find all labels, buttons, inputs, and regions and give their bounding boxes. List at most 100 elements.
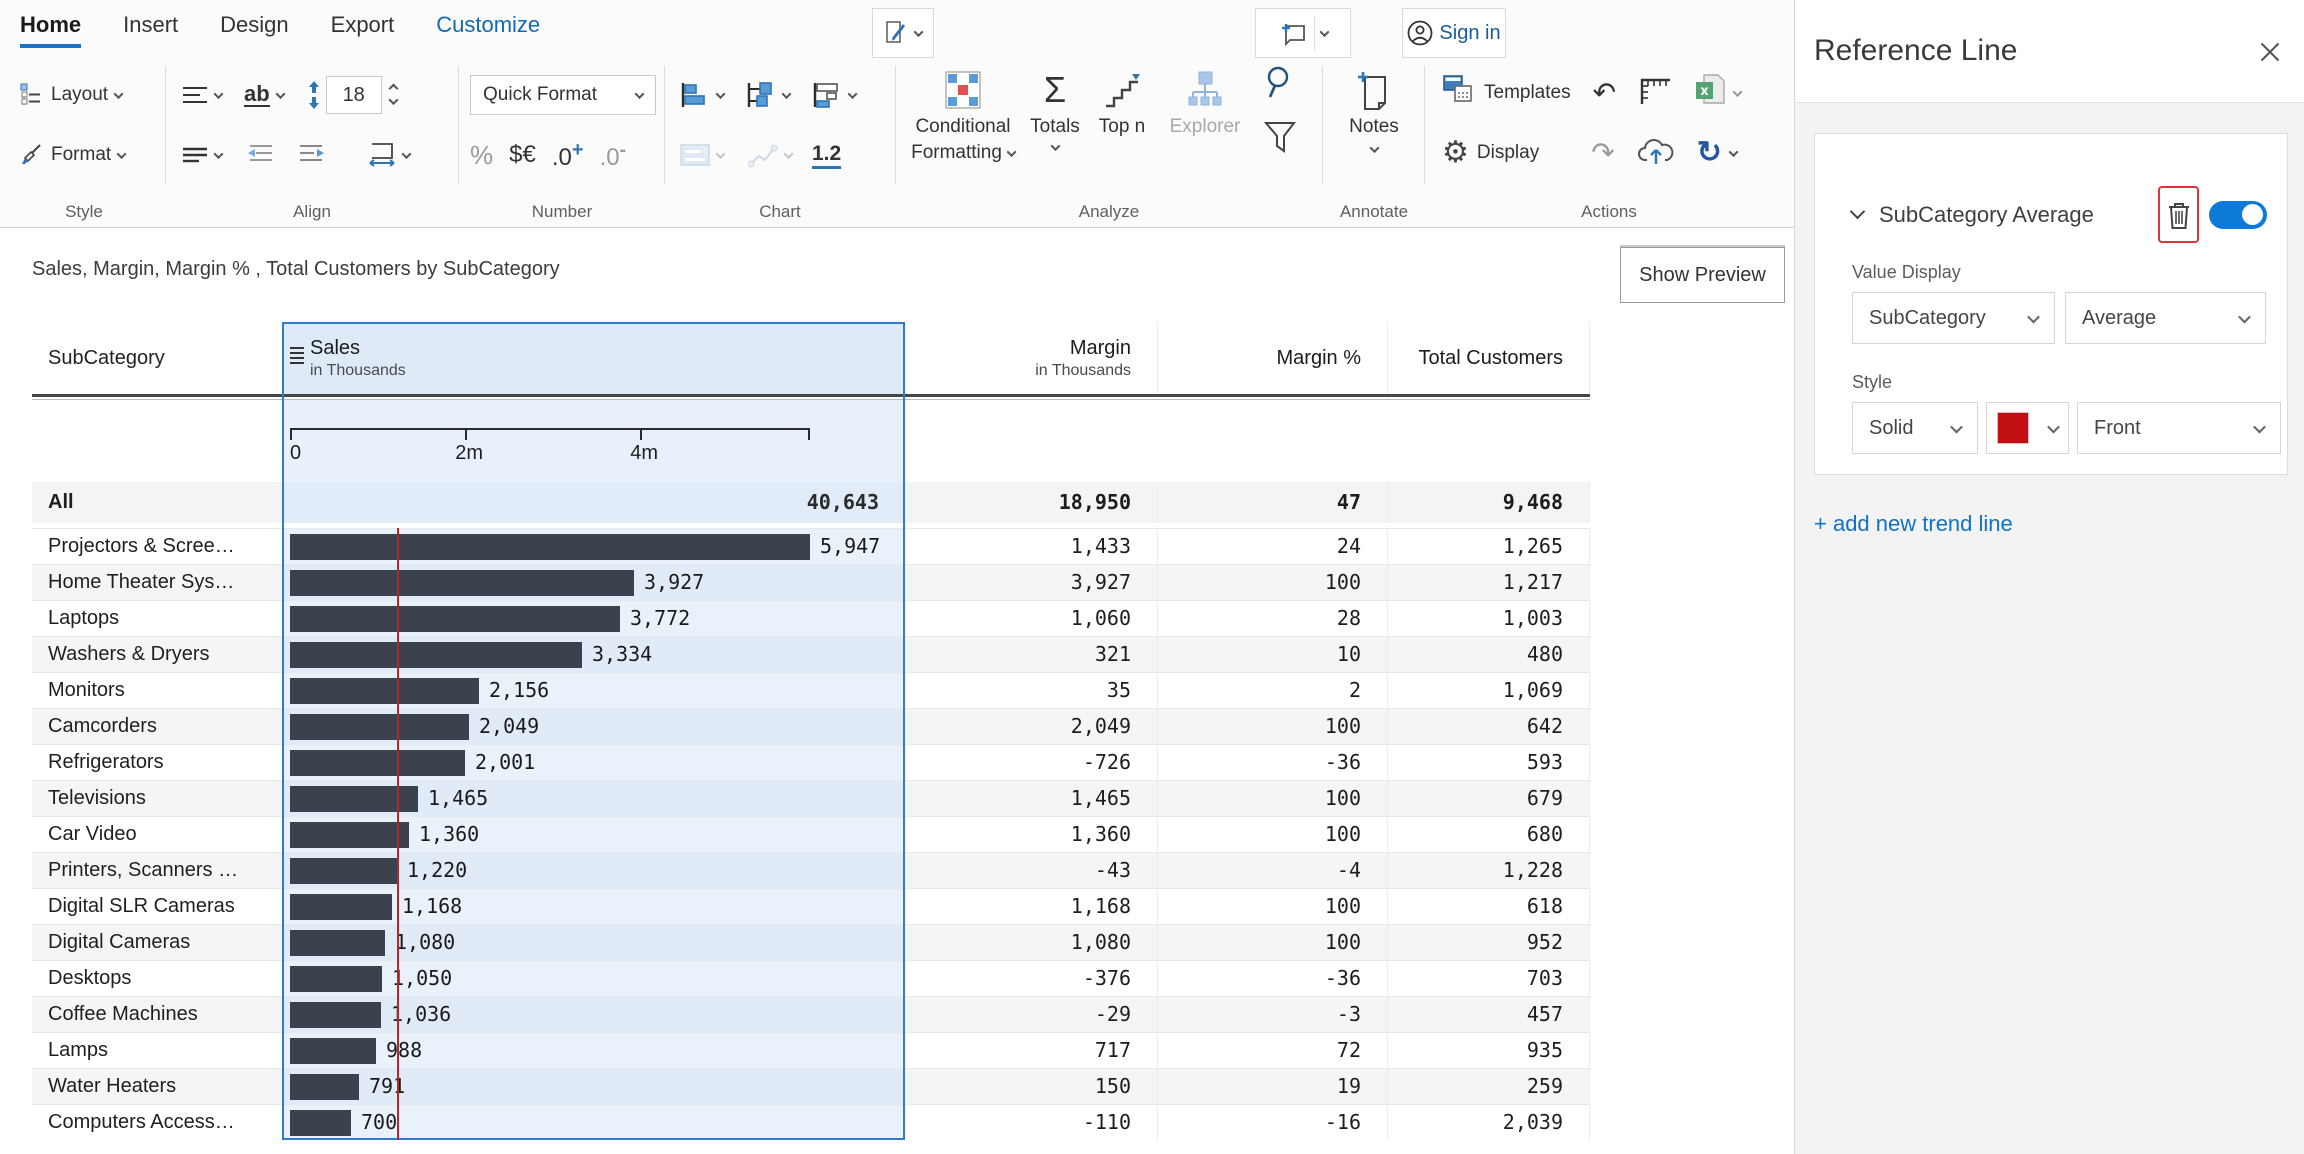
header-total-customers[interactable]: Total Customers: [1388, 322, 1590, 394]
sales-bar[interactable]: [290, 678, 479, 704]
column-width-button[interactable]: [364, 139, 414, 171]
sales-cell[interactable]: 1,036: [282, 996, 905, 1032]
export-excel-button[interactable]: x: [1694, 73, 1743, 113]
dimension-dropdown[interactable]: SubCategory: [1852, 292, 2055, 344]
font-size-input[interactable]: 18: [325, 76, 382, 114]
sales-cell[interactable]: 1,050: [282, 960, 905, 996]
increase-decimals-button[interactable]: .0+: [551, 138, 584, 171]
sales-bar[interactable]: [290, 858, 397, 884]
format-button[interactable]: Format: [16, 140, 129, 170]
sales-cell[interactable]: 791: [282, 1068, 905, 1104]
sales-bar[interactable]: [290, 570, 634, 596]
line-color-dropdown[interactable]: [1986, 402, 2069, 454]
sales-bar[interactable]: [290, 750, 465, 776]
hierarchy-chart-button[interactable]: [742, 78, 794, 112]
conditional-formatting-button[interactable]: Conditional Formatting: [902, 58, 1024, 208]
edit-mode-button[interactable]: [872, 8, 934, 58]
table-row[interactable]: Washers & Dryers 3,334 321 10 480: [32, 636, 1590, 672]
explorer-button[interactable]: Explorer: [1158, 58, 1252, 208]
sales-bar[interactable]: [290, 786, 418, 812]
templates-button[interactable]: Templates: [1442, 74, 1571, 112]
bar-chart-type-button[interactable]: [676, 78, 728, 112]
show-preview-button[interactable]: Show Preview: [1620, 247, 1785, 303]
sales-cell[interactable]: 1,220: [282, 852, 905, 888]
percent-format-button[interactable]: %: [470, 139, 494, 170]
sales-bar[interactable]: [290, 1002, 381, 1028]
chevron-down-icon[interactable]: [1849, 203, 1866, 220]
text-format-button[interactable]: ab: [240, 80, 288, 110]
layout-button[interactable]: Layout: [16, 80, 126, 110]
line-style-dropdown[interactable]: Solid: [1852, 402, 1978, 454]
close-icon[interactable]: [2258, 40, 2282, 64]
table-row[interactable]: Water Heaters 791 150 19 259: [32, 1068, 1590, 1104]
sales-cell[interactable]: 1,080: [282, 924, 905, 960]
sales-cell[interactable]: 1,168: [282, 888, 905, 924]
tab-design[interactable]: Design: [220, 12, 289, 37]
sales-cell[interactable]: 700: [282, 1104, 905, 1140]
sales-bar[interactable]: [290, 534, 810, 560]
display-button[interactable]: ⚙ Display: [1442, 138, 1539, 168]
sales-bar[interactable]: [290, 1038, 376, 1064]
redo-icon[interactable]: ↷: [1591, 137, 1615, 168]
sales-cell[interactable]: 2,049: [282, 708, 905, 744]
filter-button[interactable]: [1263, 121, 1297, 160]
table-row[interactable]: Projectors & Scree… 5,947 1,433 24 1,265: [32, 528, 1590, 564]
table-row[interactable]: Camcorders 2,049 2,049 100 642: [32, 708, 1590, 744]
add-trend-line-link[interactable]: + add new trend line: [1814, 511, 2013, 536]
sales-bar[interactable]: [290, 1074, 359, 1100]
decrease-decimals-button[interactable]: .0-: [599, 138, 627, 171]
header-margin-pct[interactable]: Margin %: [1158, 322, 1388, 394]
sales-bar[interactable]: [290, 714, 469, 740]
line-position-dropdown[interactable]: Front: [2077, 402, 2281, 454]
cloud-upload-button[interactable]: [1637, 136, 1675, 171]
sales-bar[interactable]: [290, 966, 382, 992]
table-row[interactable]: Desktops 1,050 -376 -36 703: [32, 960, 1590, 996]
table-row[interactable]: Refrigerators 2,001 -726 -36 593: [32, 744, 1590, 780]
table-row[interactable]: Digital Cameras 1,080 1,080 100 952: [32, 924, 1590, 960]
sales-cell[interactable]: 5,947: [282, 528, 905, 564]
aggregation-dropdown[interactable]: Average: [2065, 292, 2266, 344]
table-row[interactable]: Laptops 3,772 1,060 28 1,003: [32, 600, 1590, 636]
header-sales[interactable]: Sales in Thousands: [282, 322, 905, 394]
header-subcategory[interactable]: SubCategory: [48, 347, 165, 369]
sales-cell[interactable]: 2,001: [282, 744, 905, 780]
sales-bar[interactable]: [290, 894, 392, 920]
sales-cell[interactable]: 1,360: [282, 816, 905, 852]
tab-export[interactable]: Export: [330, 12, 395, 37]
undo-icon[interactable]: ↶: [1592, 77, 1617, 108]
sales-cell[interactable]: 1,465: [282, 780, 905, 816]
tab-insert[interactable]: Insert: [123, 12, 179, 37]
sales-cell[interactable]: 988: [282, 1032, 905, 1068]
combo-chart-button[interactable]: [808, 78, 860, 112]
sync-button[interactable]: ↻: [1697, 138, 1739, 168]
reference-line-toggle[interactable]: [2209, 200, 2267, 229]
decrease-indent-button[interactable]: [242, 141, 278, 169]
trend-line-button[interactable]: [744, 139, 796, 171]
tab-home[interactable]: Home: [20, 12, 82, 48]
table-style-button[interactable]: [676, 141, 728, 169]
sales-bar[interactable]: [290, 1110, 351, 1136]
table-row[interactable]: Printers, Scanners … 1,220 -43 -4 1,228: [32, 852, 1590, 888]
sales-cell[interactable]: 2,156: [282, 672, 905, 708]
currency-format-button[interactable]: $€: [509, 141, 536, 168]
sales-bar[interactable]: [290, 930, 385, 956]
size-stepper[interactable]: [386, 83, 399, 106]
header-margin[interactable]: Margin in Thousands: [905, 322, 1158, 394]
table-row[interactable]: Coffee Machines 1,036 -29 -3 457: [32, 996, 1590, 1032]
sales-bar[interactable]: [290, 606, 620, 632]
delete-reference-line-button[interactable]: [2158, 186, 2199, 243]
search-button[interactable]: [1263, 64, 1297, 105]
table-row[interactable]: Monitors 2,156 35 2 1,069: [32, 672, 1590, 708]
sales-bar[interactable]: [290, 822, 409, 848]
top-n-button[interactable]: Top n: [1086, 58, 1158, 208]
row-height-control[interactable]: 18: [302, 73, 401, 117]
table-row[interactable]: Televisions 1,465 1,465 100 679: [32, 780, 1590, 816]
totals-button[interactable]: Σ Totals: [1024, 58, 1086, 208]
table-row[interactable]: Car Video 1,360 1,360 100 680: [32, 816, 1590, 852]
vertical-align-button[interactable]: [178, 82, 226, 108]
horizontal-align-button[interactable]: [178, 143, 226, 167]
table-row[interactable]: Computers Access… 700 -110 -16 2,039: [32, 1104, 1590, 1140]
tab-customize[interactable]: Customize: [436, 12, 541, 37]
increase-indent-button[interactable]: [294, 141, 330, 169]
table-row[interactable]: Digital SLR Cameras 1,168 1,168 100 618: [32, 888, 1590, 924]
